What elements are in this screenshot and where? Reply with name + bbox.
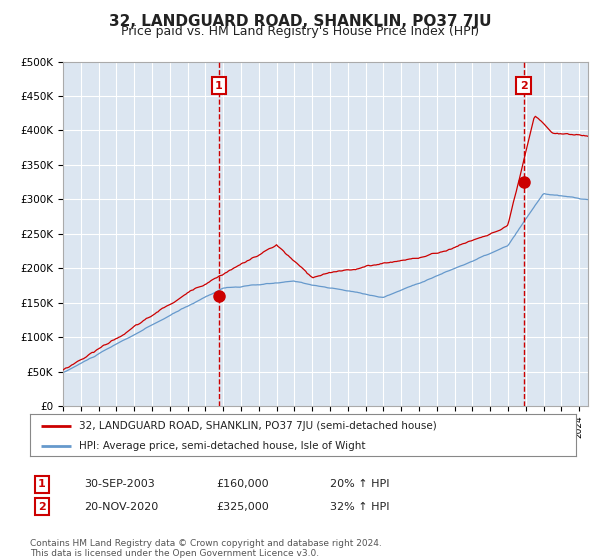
Text: 30-SEP-2003: 30-SEP-2003 (84, 479, 155, 489)
Text: 32, LANDGUARD ROAD, SHANKLIN, PO37 7JU: 32, LANDGUARD ROAD, SHANKLIN, PO37 7JU (109, 14, 491, 29)
Text: Price paid vs. HM Land Registry's House Price Index (HPI): Price paid vs. HM Land Registry's House … (121, 25, 479, 38)
Text: 20-NOV-2020: 20-NOV-2020 (84, 502, 158, 512)
Text: 2: 2 (38, 502, 46, 512)
Text: Contains HM Land Registry data © Crown copyright and database right 2024.
This d: Contains HM Land Registry data © Crown c… (30, 539, 382, 558)
Text: £325,000: £325,000 (216, 502, 269, 512)
Text: 32, LANDGUARD ROAD, SHANKLIN, PO37 7JU (semi-detached house): 32, LANDGUARD ROAD, SHANKLIN, PO37 7JU (… (79, 421, 437, 431)
Text: £160,000: £160,000 (216, 479, 269, 489)
Text: 2: 2 (520, 81, 527, 91)
Text: 1: 1 (215, 81, 223, 91)
Text: 20% ↑ HPI: 20% ↑ HPI (330, 479, 389, 489)
Text: HPI: Average price, semi-detached house, Isle of Wight: HPI: Average price, semi-detached house,… (79, 441, 365, 451)
Text: 1: 1 (38, 479, 46, 489)
Text: 32% ↑ HPI: 32% ↑ HPI (330, 502, 389, 512)
